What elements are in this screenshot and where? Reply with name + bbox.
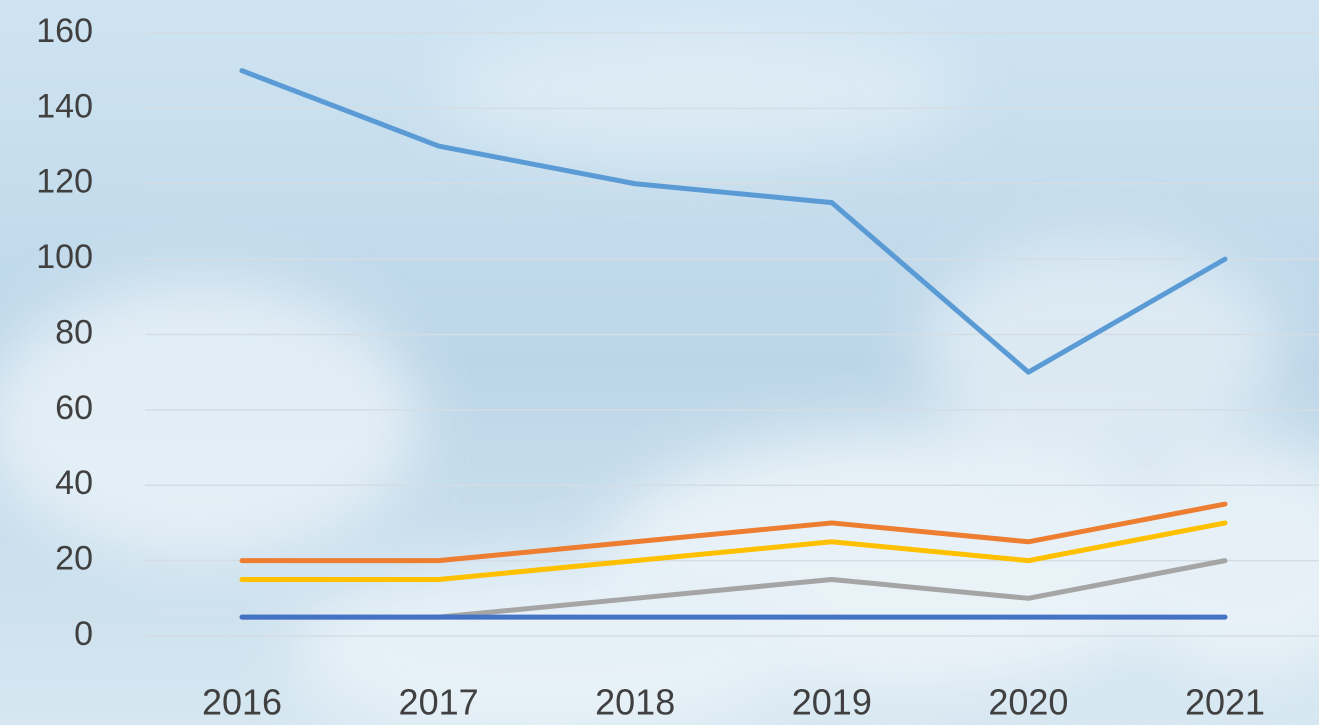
x-tick-label: 2018 [595, 682, 675, 723]
y-tick-label: 120 [36, 163, 93, 201]
x-tick-label: 2021 [1185, 682, 1265, 723]
x-tick-label: 2017 [399, 682, 479, 723]
x-tick-label: 2016 [202, 682, 282, 723]
x-tick-label: 2020 [988, 682, 1068, 723]
y-tick-label: 40 [55, 464, 93, 502]
y-tick-label: 160 [36, 12, 93, 50]
x-tick-label: 2019 [792, 682, 872, 723]
page: 0 20 40 60 80 100 120 140 160 2016 2017 2018 2019 202… [0, 0, 1319, 725]
y-tick-label: 60 [55, 389, 93, 427]
y-tick-label: 140 [36, 87, 93, 125]
y-tick-label: 80 [55, 313, 93, 351]
y-tick-label: 0 [74, 615, 93, 653]
y-tick-label: 20 [55, 540, 93, 578]
chart: 0 20 40 60 80 100 120 140 160 2016 2017 2018 2019 202… [0, 0, 1319, 725]
y-tick-label: 100 [36, 238, 93, 276]
